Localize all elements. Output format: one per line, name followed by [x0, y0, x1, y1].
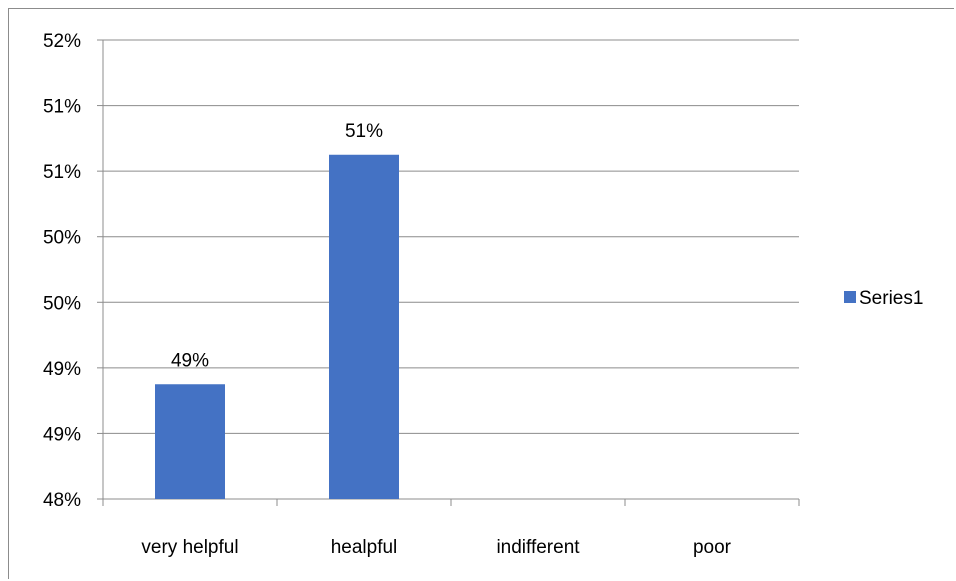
x-category-label: very helpful: [141, 537, 238, 558]
bar: [329, 154, 399, 499]
legend-label: Series1: [859, 288, 923, 309]
bars: [155, 154, 399, 499]
x-category-label: healpful: [331, 537, 398, 558]
y-tick-label: 49%: [43, 359, 81, 380]
y-tick-label: 51%: [43, 162, 81, 183]
y-tick-label: 49%: [43, 424, 81, 445]
y-tick-label: 48%: [43, 490, 81, 511]
y-axis-ticks: 52% 51% 51% 50% 50% 49% 49% 48%: [43, 31, 81, 511]
bar-data-label: 51%: [345, 121, 383, 142]
bar: [155, 384, 225, 499]
legend: Series1: [844, 288, 923, 309]
y-tick-label: 50%: [43, 228, 81, 249]
x-axis-categories: very helpful healpful indifferent poor: [141, 537, 731, 558]
data-labels: 49% 51%: [171, 121, 383, 372]
y-tick-label: 51%: [43, 97, 81, 118]
y-tick-label: 50%: [43, 293, 81, 314]
y-tick-label: 52%: [43, 31, 81, 52]
x-category-label: poor: [693, 537, 732, 558]
gridlines: [103, 39, 799, 434]
x-category-label: indifferent: [496, 537, 580, 558]
bar-data-label: 49%: [171, 350, 209, 371]
legend-swatch: [844, 291, 856, 303]
